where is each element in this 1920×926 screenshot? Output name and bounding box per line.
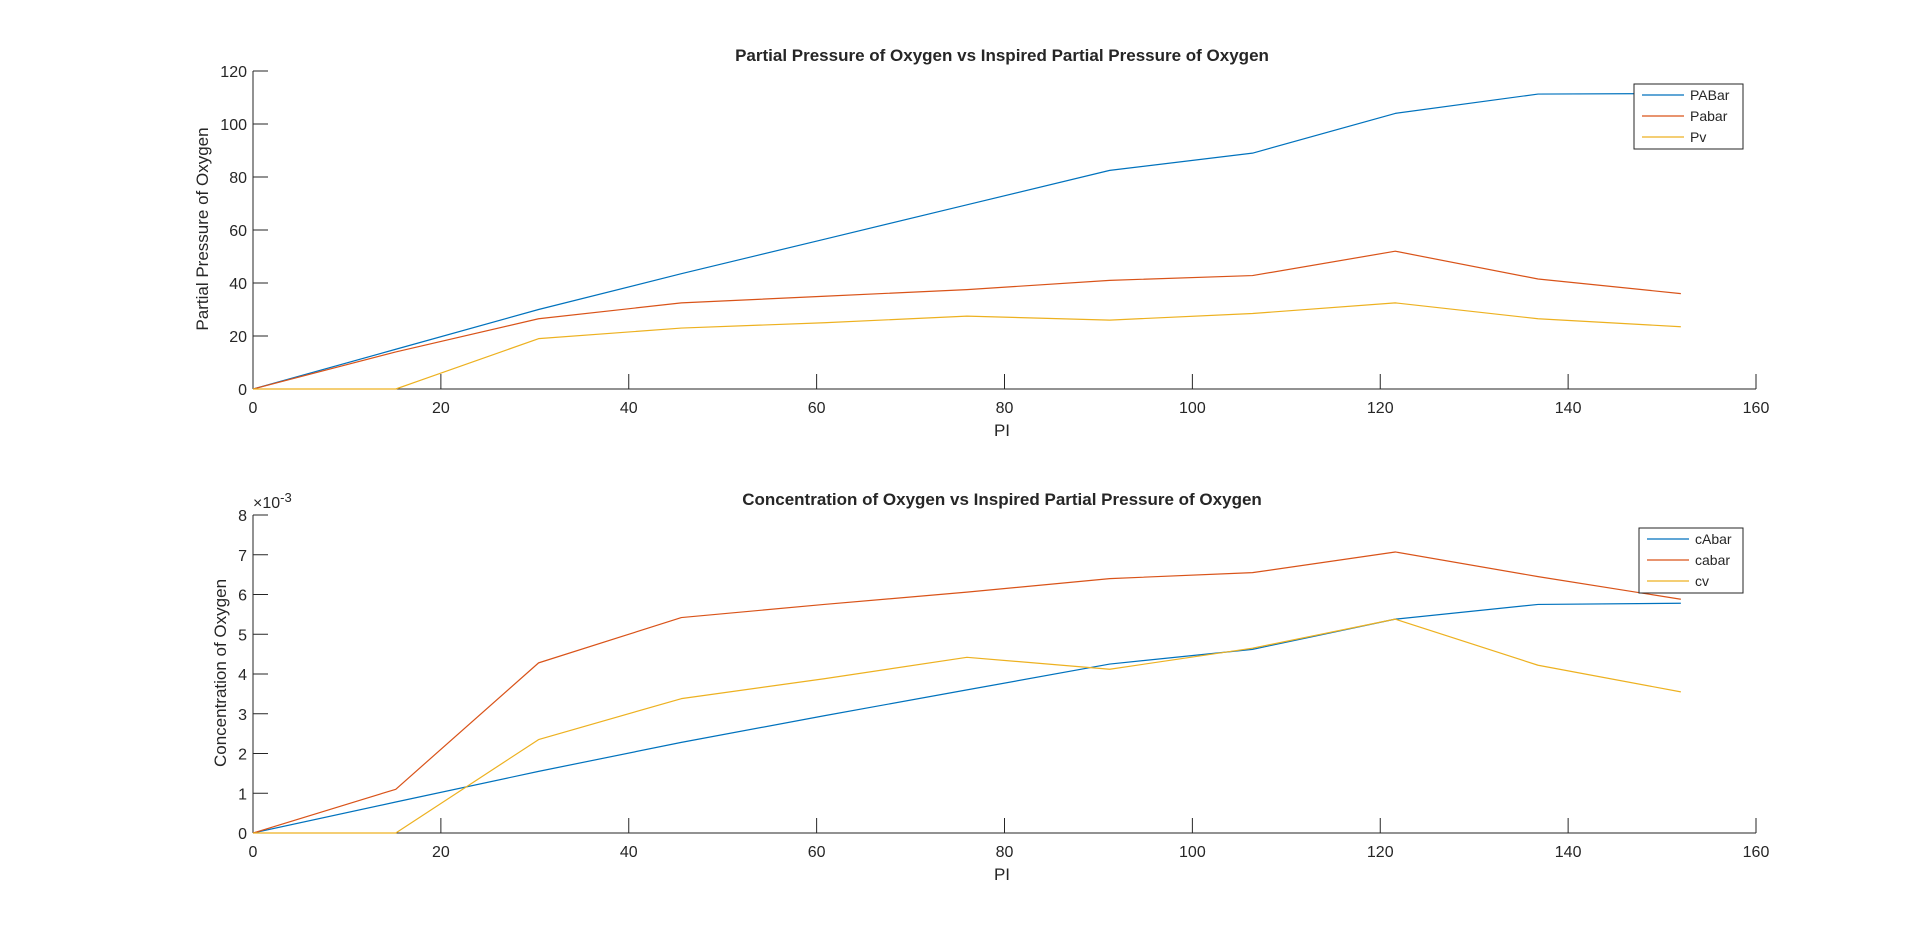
y-tick-label: 60 bbox=[229, 223, 247, 240]
series-line-pabar bbox=[252, 92, 1681, 390]
x-tick-label: 20 bbox=[432, 400, 450, 417]
x-tick-label: 160 bbox=[1743, 400, 1770, 417]
y-tick-label: 2 bbox=[238, 747, 247, 764]
x-tick-label: 140 bbox=[1555, 400, 1582, 417]
x-tick-label: 60 bbox=[808, 844, 826, 861]
legend-item-label: cv bbox=[1695, 573, 1709, 589]
y-tick-label: 100 bbox=[220, 117, 247, 134]
x-axis-label: PI bbox=[994, 421, 1010, 440]
series-line-cabar bbox=[252, 602, 1681, 834]
y-tick-label: 20 bbox=[229, 329, 247, 346]
x-tick-label: 40 bbox=[620, 844, 638, 861]
x-tick-label: 40 bbox=[620, 400, 638, 417]
y-tick-label: 8 bbox=[238, 508, 247, 525]
series-line-pv bbox=[253, 302, 1681, 390]
y-axis-exponent: ×10-3 bbox=[253, 490, 292, 512]
x-tick-label: 60 bbox=[808, 400, 826, 417]
series-line-cabar bbox=[252, 551, 1681, 834]
legend: cAbar cabar cv bbox=[1638, 527, 1744, 594]
x-tick-label: 120 bbox=[1367, 844, 1394, 861]
x-tick-label: 20 bbox=[432, 844, 450, 861]
y-tick-label: 1 bbox=[238, 786, 247, 803]
legend-item-label: Pabar bbox=[1690, 108, 1728, 124]
legend-item-label: Pv bbox=[1690, 129, 1706, 145]
x-tick-label: 80 bbox=[996, 844, 1014, 861]
legend: PABar Pabar Pv bbox=[1633, 83, 1744, 150]
y-tick-label: 0 bbox=[238, 382, 247, 399]
x-tick-label: 160 bbox=[1743, 844, 1770, 861]
chart-title: Concentration of Oxygen vs Inspired Part… bbox=[742, 490, 1262, 509]
legend-item-label: cAbar bbox=[1695, 531, 1732, 547]
x-tick-label: 120 bbox=[1367, 400, 1394, 417]
y-tick-label: 80 bbox=[229, 170, 247, 187]
x-tick-label: 0 bbox=[249, 844, 258, 861]
y-tick-label: 4 bbox=[238, 667, 247, 684]
x-tick-label: 100 bbox=[1179, 844, 1206, 861]
series-line-cv bbox=[253, 618, 1681, 834]
legend-item-label: cabar bbox=[1695, 552, 1730, 568]
y-tick-label: 6 bbox=[238, 588, 247, 605]
subplot-partial-pressure: Partial Pressure of Oxygen vs Inspired P… bbox=[193, 46, 1769, 440]
y-tick-label: 5 bbox=[238, 627, 247, 644]
y-tick-label: 120 bbox=[220, 64, 247, 81]
y-tick-label: 0 bbox=[238, 826, 247, 843]
chart-title: Partial Pressure of Oxygen vs Inspired P… bbox=[735, 46, 1269, 65]
y-tick-label: 40 bbox=[229, 276, 247, 293]
y-axis-label: Partial Pressure of Oxygen bbox=[193, 127, 212, 330]
x-axis-label: PI bbox=[994, 865, 1010, 884]
y-axis-label: Concentration of Oxygen bbox=[211, 579, 230, 767]
x-tick-label: 140 bbox=[1555, 844, 1582, 861]
x-tick-label: 80 bbox=[996, 400, 1014, 417]
y-tick-label: 7 bbox=[238, 548, 247, 565]
series-line-pabar bbox=[252, 250, 1681, 390]
x-tick-label: 100 bbox=[1179, 400, 1206, 417]
legend-item-label: PABar bbox=[1690, 87, 1730, 103]
x-tick-label: 0 bbox=[249, 400, 258, 417]
subplot-concentration: Concentration of Oxygen vs Inspired Part… bbox=[211, 490, 1769, 884]
y-tick-label: 3 bbox=[238, 707, 247, 724]
